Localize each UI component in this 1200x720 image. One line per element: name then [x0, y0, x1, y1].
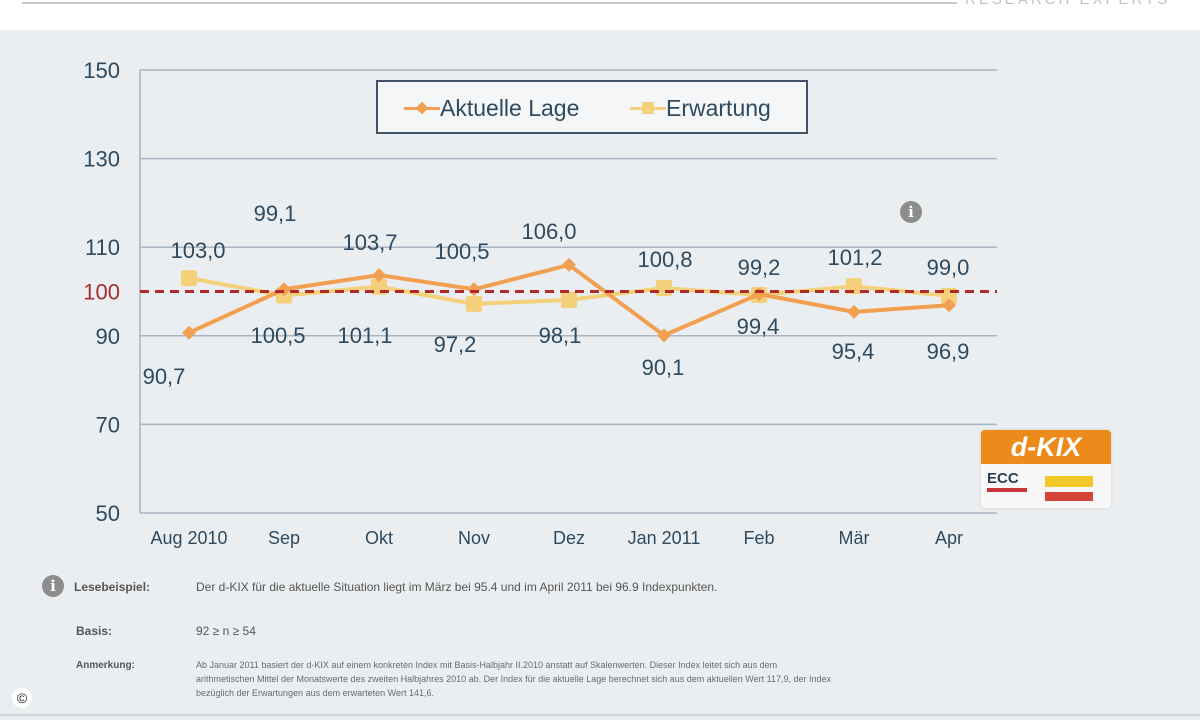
- data-label: 101,2: [827, 245, 882, 270]
- data-label: 103,0: [170, 238, 225, 263]
- data-label: 103,7: [342, 230, 397, 255]
- chart-legend: Aktuelle Lage Erwartung: [376, 80, 808, 134]
- data-label: 100,5: [434, 239, 489, 264]
- x-tick-label: Aug 2010: [150, 528, 227, 548]
- data-label: 96,9: [927, 339, 970, 364]
- top-divider: [22, 2, 957, 4]
- legend-label-erwartung: Erwartung: [666, 95, 771, 121]
- chart-panel: [0, 30, 1200, 720]
- lesebeispiel-info-icon: i: [42, 575, 64, 597]
- data-label: 99,1: [254, 201, 297, 226]
- anmerkung-line-1: Ab Januar 2011 basiert der d-KIX auf ein…: [196, 660, 778, 670]
- data-label: 100,8: [637, 247, 692, 272]
- data-label: 97,2: [434, 332, 477, 357]
- anmerkung-line-2: arithmetischen Mittel der Monatswerte de…: [196, 674, 832, 684]
- ecc-logo-bar: [987, 488, 1027, 492]
- aktuelle-point: [467, 282, 481, 297]
- erwartung-point: [181, 270, 197, 287]
- x-tick-label: Apr: [935, 528, 963, 548]
- partner-logo-red: [1045, 492, 1093, 501]
- ecc-logo: ECC: [987, 470, 1019, 487]
- info-icon[interactable]: i: [900, 201, 922, 223]
- copyright-icon: ©: [12, 688, 32, 708]
- y-tick-label: 130: [83, 147, 120, 172]
- x-tick-label: Nov: [458, 528, 490, 548]
- aktuelle-point: [847, 304, 861, 319]
- legend-marker-erwartung: [642, 102, 654, 114]
- data-label: 106,0: [521, 219, 576, 244]
- partner-logo-yellow: [1045, 476, 1093, 487]
- y-tick-label: 90: [96, 324, 120, 349]
- y-tick-label: 70: [96, 412, 120, 437]
- aktuelle-point: [182, 325, 196, 340]
- y-tick-label: 150: [83, 58, 120, 83]
- x-tick-label: Okt: [365, 528, 393, 548]
- data-label: 90,1: [642, 355, 685, 380]
- bottom-divider: [0, 714, 1200, 716]
- data-label: 99,0: [927, 255, 970, 280]
- top-bar: RESEARCH EXPERTS: [0, 0, 1200, 30]
- legend-label-aktuelle: Aktuelle Lage: [440, 95, 580, 121]
- lesebeispiel-label: Lesebeispiel:: [74, 580, 151, 594]
- legend-marker-aktuelle: [415, 101, 429, 115]
- x-tick-label: Mär: [839, 528, 870, 548]
- aktuelle-point: [657, 328, 671, 343]
- x-tick-label: Sep: [268, 528, 300, 548]
- aktuelle-point: [942, 298, 956, 313]
- x-tick-label: Feb: [743, 528, 774, 548]
- basis-text: 92 ≥ n ≥ 54: [196, 624, 256, 638]
- y-tick-label: 50: [96, 501, 120, 526]
- anmerkung-label: Anmerkung:: [76, 660, 135, 671]
- erwartung-point: [561, 291, 577, 308]
- data-label: 99,4: [737, 314, 780, 339]
- d-kix-title: d-KIX: [981, 430, 1111, 464]
- data-label: 98,1: [539, 323, 582, 348]
- y-tick-label: 100: [83, 280, 120, 305]
- d-kix-badge: d-KIX ECC: [981, 430, 1111, 508]
- aktuelle-point: [372, 268, 386, 283]
- basis-label: Basis:: [76, 624, 113, 638]
- y-tick-label: 110: [85, 235, 120, 260]
- data-label: 95,4: [832, 339, 875, 364]
- anmerkung-line-3: bezüglich der Erwartungen aus dem erwart…: [196, 688, 434, 698]
- aktuelle-point: [562, 257, 576, 272]
- brand-text: RESEARCH EXPERTS: [965, 0, 1170, 8]
- x-tick-label: Jan 2011: [628, 528, 701, 548]
- data-label: 99,2: [738, 255, 781, 280]
- erwartung-point: [656, 279, 672, 296]
- lesebeispiel-text: Der d-KIX für die aktuelle Situation lie…: [196, 580, 718, 594]
- x-tick-label: Dez: [553, 528, 585, 548]
- data-label: 90,7: [143, 364, 186, 389]
- data-label: 100,5: [250, 323, 305, 348]
- erwartung-point: [466, 295, 482, 312]
- data-label: 101,1: [337, 323, 392, 348]
